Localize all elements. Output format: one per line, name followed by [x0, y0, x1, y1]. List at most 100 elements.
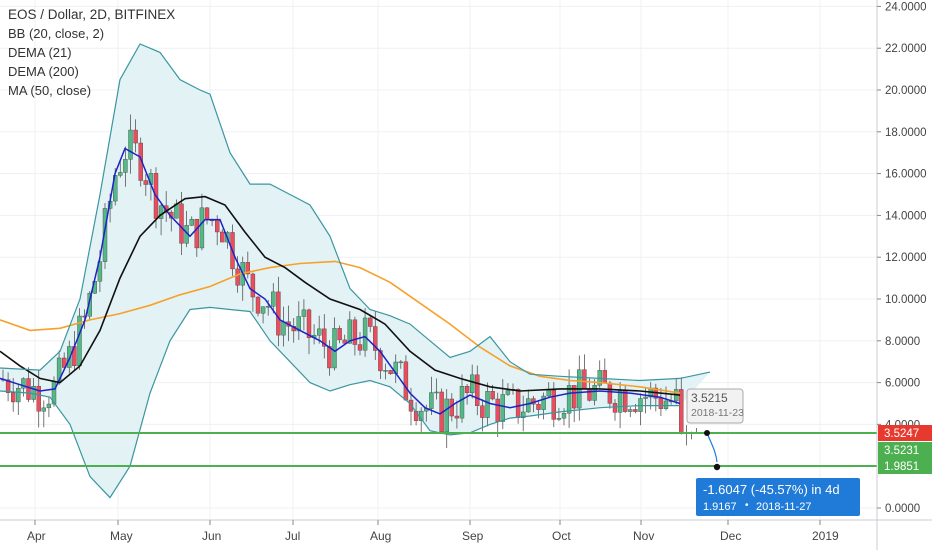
time-axis-label: Sep — [462, 529, 484, 543]
candle-body — [663, 400, 669, 409]
candle-body — [475, 374, 480, 406]
candle-body — [235, 268, 240, 286]
projection-end-point — [713, 463, 721, 471]
candle-body — [592, 385, 597, 401]
symbol-title: EOS / Dollar, 2D, BITFINEX — [8, 7, 176, 22]
candle-body — [541, 395, 546, 410]
candle-body — [194, 219, 200, 249]
candle-body — [515, 388, 521, 418]
candle-body — [398, 361, 403, 364]
candle-body — [250, 273, 256, 298]
candle-body — [10, 392, 16, 403]
price-tag-value: 1.9851 — [884, 461, 919, 473]
candle-body — [617, 390, 623, 413]
candle-body — [296, 316, 301, 332]
candle-body — [582, 369, 587, 390]
candle-body — [658, 398, 664, 409]
indicator-bb[interactable]: BB (20, close, 2) — [8, 26, 105, 41]
price-tooltip-box — [686, 388, 744, 424]
candle-body — [526, 398, 531, 413]
time-axis-label: Oct — [552, 529, 571, 543]
candle-body — [36, 385, 41, 412]
candle-body — [628, 409, 633, 412]
bb-upper-line — [0, 43, 711, 382]
price-axis-label: 16.0000 — [885, 169, 927, 181]
time-axis-label: Nov — [633, 529, 654, 543]
candle-body — [643, 396, 648, 399]
candle-body — [612, 403, 618, 413]
projection-label-box — [696, 478, 860, 516]
candle-body — [623, 390, 628, 412]
candle-body — [572, 385, 577, 409]
candle-body — [561, 413, 567, 419]
candle-body — [495, 398, 500, 422]
candle-body — [566, 385, 572, 414]
candle-body — [16, 388, 21, 403]
candle-body — [133, 129, 138, 144]
candle-body — [322, 328, 327, 347]
candle-body — [505, 390, 511, 395]
candle-body — [102, 208, 108, 262]
price-tag-box — [878, 442, 932, 458]
candle-body — [342, 339, 347, 344]
candle-body — [500, 394, 505, 422]
candle-body — [368, 317, 373, 327]
indicator-dema-21[interactable]: DEMA (21) — [8, 45, 72, 60]
candle-body — [551, 390, 556, 420]
candle-body — [429, 392, 434, 409]
candle-body — [67, 346, 72, 368]
candle-body — [444, 398, 449, 433]
candle-body — [82, 315, 87, 318]
price-axis-label: 20.0000 — [885, 85, 927, 97]
price-axis-label: 18.0000 — [885, 127, 927, 139]
candle-body — [281, 321, 286, 336]
candle-body — [87, 293, 92, 317]
candle-body — [480, 405, 485, 418]
candle-body — [679, 389, 684, 433]
candle-body — [485, 391, 490, 418]
candle-body — [556, 417, 562, 420]
candle-body — [607, 382, 613, 404]
candle-body — [357, 344, 363, 351]
candle-body — [490, 391, 495, 400]
candle-body — [128, 129, 133, 160]
price-tag-value: 3.5231 — [884, 445, 919, 457]
projection-arrow — [706, 432, 718, 463]
ma-50-line — [0, 195, 681, 396]
candle-body — [143, 180, 149, 185]
candle-body — [62, 357, 67, 368]
dema-21-line — [0, 147, 681, 415]
candle-body — [5, 379, 11, 393]
candle-body — [536, 403, 541, 410]
candle-body — [587, 388, 592, 401]
price-axis-label: 12.0000 — [885, 252, 927, 264]
projection-date-text: 2018-11-27 — [756, 501, 811, 513]
candle-body — [464, 386, 470, 394]
bb-lower-line — [0, 306, 680, 499]
candle-body — [46, 403, 52, 409]
indicator-ma-50[interactable]: MA (50, close) — [8, 83, 92, 98]
price-axis-label: 6.0000 — [885, 378, 920, 390]
candle-body — [26, 378, 31, 400]
projection-separator: • — [745, 500, 749, 511]
candle-body — [337, 328, 342, 341]
candle-body — [383, 370, 388, 372]
time-axis-label: Jun — [202, 529, 221, 543]
indicator-dema-200[interactable]: DEMA (200) — [8, 64, 79, 79]
candle-body — [352, 319, 358, 345]
price-axis-label: 22.0000 — [885, 43, 927, 55]
candle-body — [301, 309, 307, 317]
candle-body — [245, 262, 251, 275]
candle-body — [327, 346, 332, 369]
candle-body — [546, 390, 551, 397]
candle-body — [255, 296, 261, 314]
candle-body — [317, 328, 322, 336]
candle-body — [21, 378, 26, 389]
price-tag-value: 3.5247 — [884, 428, 919, 440]
price-axis-label: 8.0000 — [885, 336, 920, 348]
candle-body — [378, 350, 383, 372]
candle-body — [454, 415, 460, 419]
candle-body — [276, 291, 281, 336]
